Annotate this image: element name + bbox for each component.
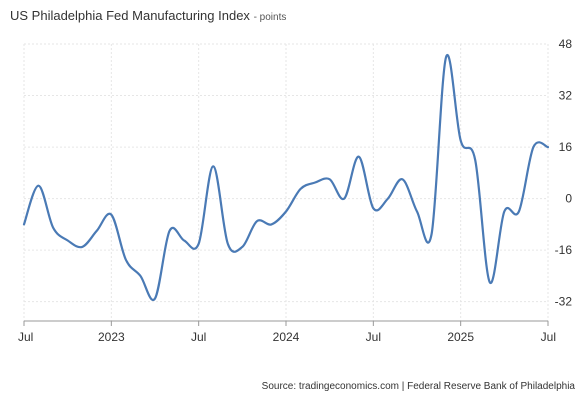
y-tick-label: 48 (559, 37, 573, 51)
x-tick-label: 2024 (273, 330, 300, 344)
chart-grid (23, 43, 549, 321)
x-tick-label: 2023 (98, 330, 125, 344)
chart-unit: - points (253, 12, 287, 23)
source-note: Source: tradingeconomics.com | Federal R… (261, 381, 575, 392)
x-tick-label: Jul (18, 330, 33, 344)
x-tick-label: Jul (541, 330, 556, 344)
y-tick-label: -32 (555, 295, 573, 309)
x-tick-label: 2025 (447, 330, 474, 344)
y-tick-label: -16 (555, 243, 573, 257)
series-line (22, 53, 550, 302)
plot-area (22, 53, 550, 302)
x-axis: Jul 2023 Jul 2024 Jul 2025 Jul (18, 320, 556, 344)
y-tick-label: 0 (565, 192, 572, 206)
y-tick-label: 32 (559, 89, 573, 103)
x-tick-label: Jul (191, 330, 206, 344)
chart-title: US Philadelphia Fed Manufacturing Index … (10, 8, 286, 23)
y-axis: 48 32 16 0 -16 -32 (555, 37, 573, 309)
y-tick-label: 16 (559, 140, 573, 154)
chart-title-text: US Philadelphia Fed Manufacturing Index (10, 8, 250, 23)
x-tick-label: Jul (366, 330, 381, 344)
